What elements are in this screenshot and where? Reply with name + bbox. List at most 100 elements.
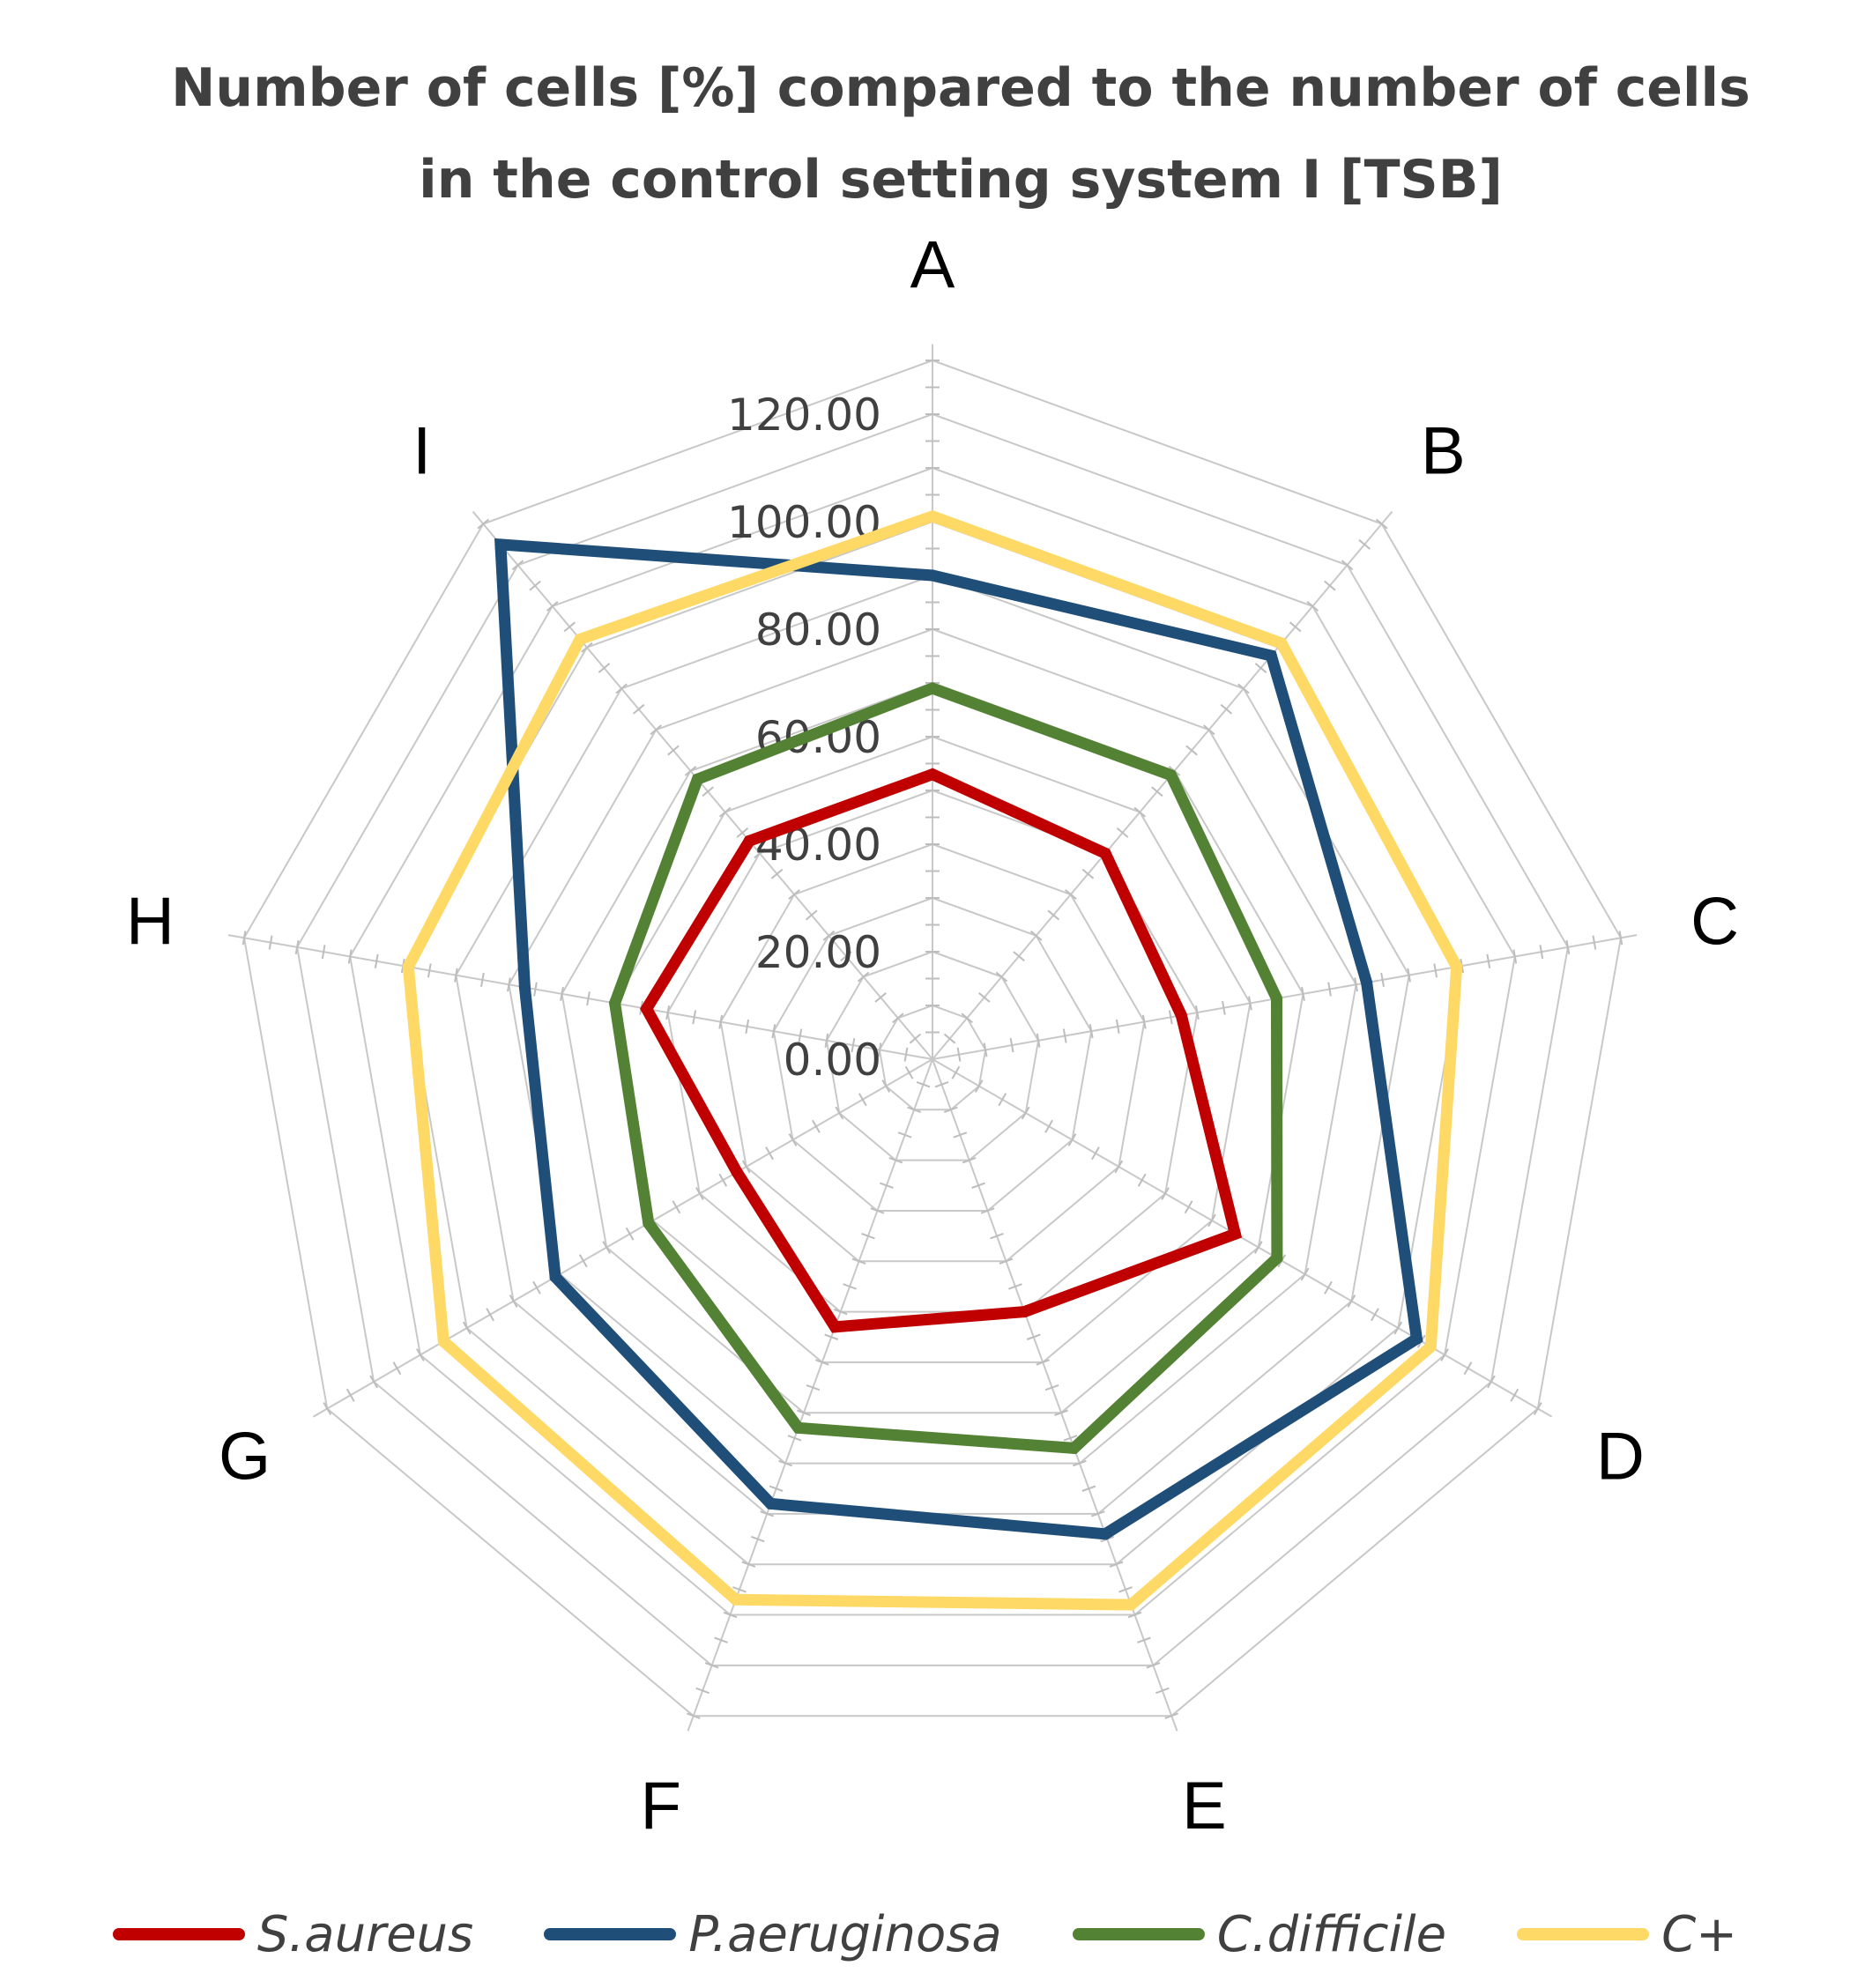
data-point-c-difficile-A <box>926 682 939 694</box>
axis-tick <box>1114 1160 1124 1174</box>
legend-swatch-c <box>1517 1928 1650 1940</box>
axis-tick <box>980 1207 995 1214</box>
axis-tick <box>1067 1133 1077 1146</box>
axis-tick <box>1044 1119 1053 1133</box>
axis-tick <box>533 982 538 997</box>
axis-spoke-E <box>932 1058 1178 1732</box>
grid-ring-10 <box>878 1004 987 1111</box>
series-line-c <box>402 509 1463 1611</box>
axis-tick <box>1115 1019 1120 1034</box>
axis-tick <box>684 766 697 776</box>
axis-tick <box>560 986 564 1001</box>
axis-tick <box>998 1093 1007 1107</box>
axis-tick <box>1021 1106 1030 1120</box>
axis-tick <box>625 1227 635 1241</box>
axis-tick <box>760 1510 775 1517</box>
axis-tick <box>788 889 800 900</box>
axis-tick <box>1081 1485 1096 1492</box>
axis-tick <box>1044 1383 1059 1391</box>
axis-tick <box>1306 601 1319 612</box>
axis-tick <box>806 1383 821 1391</box>
axis-tick <box>1063 1435 1078 1442</box>
axis-tick <box>546 601 559 612</box>
axis-tick <box>909 1033 922 1044</box>
data-point-c-F <box>730 1593 742 1606</box>
axis-tick <box>1146 1662 1161 1669</box>
axis-tick <box>787 1435 802 1442</box>
data-point-p-aeruginosa-H <box>518 981 531 993</box>
axis-tick <box>822 930 836 941</box>
data-point-c-difficile-B <box>1165 769 1177 782</box>
axis-tick <box>1512 949 1518 964</box>
axis-tick <box>888 1156 903 1164</box>
axis-tick <box>812 1119 821 1133</box>
grid-ring-20 <box>825 950 1040 1161</box>
axis-tick <box>741 1561 756 1568</box>
axis-tick <box>1088 1024 1094 1039</box>
axis-tick <box>369 1375 378 1389</box>
axis-tick <box>695 1187 704 1200</box>
data-point-p-aeruginosa-A <box>926 569 939 582</box>
axis-tick <box>797 1409 811 1416</box>
axis-tick <box>714 1636 728 1643</box>
data-point-p-aeruginosa-C <box>1361 976 1373 989</box>
axis-tick <box>1090 1510 1105 1517</box>
data-point-c-difficile-C <box>1271 992 1282 1005</box>
data-point-s-aureus-F <box>828 1321 841 1333</box>
axis-tick <box>1380 972 1385 987</box>
axis-tick <box>1141 1014 1147 1029</box>
axis-tick <box>1248 996 1252 1011</box>
axis-tick <box>1202 724 1215 736</box>
axis-tick <box>1371 1308 1379 1322</box>
axis-tick <box>268 935 273 950</box>
axis-tick <box>486 1308 494 1322</box>
axis-tick <box>1207 1213 1216 1228</box>
axis-tick <box>695 1687 710 1695</box>
axis-tick <box>1463 1361 1473 1376</box>
axis-tick <box>843 1283 857 1290</box>
radar-grid <box>242 359 1623 1717</box>
axis-tick <box>983 1042 988 1057</box>
legend-item-c-difficile: C.difficile <box>1072 1906 1446 1963</box>
axis-tick <box>892 1013 904 1024</box>
axis-tick <box>598 663 611 673</box>
axis-spoke-H <box>227 934 933 1060</box>
axis-tick <box>1407 968 1411 983</box>
axis-tick <box>1222 1000 1226 1015</box>
axis-tick <box>858 1093 867 1107</box>
axis-spoke-B <box>932 510 1393 1060</box>
data-point-c-E <box>1125 1599 1137 1611</box>
grid-ring-50 <box>666 789 1199 1313</box>
data-point-s-aureus-A <box>926 768 939 781</box>
data-point-s-aureus-C <box>1175 1009 1187 1021</box>
axis-tick <box>1164 1712 1179 1719</box>
legend-label-p-aeruginosa: P.aeruginosa <box>688 1905 1002 1963</box>
axis-tick <box>563 621 576 633</box>
axis-tick <box>877 1042 882 1057</box>
axis-spoke-D <box>932 1058 1553 1418</box>
axis-tick <box>1289 621 1302 633</box>
grid-ring-130 <box>242 359 1623 1717</box>
axis-tick <box>632 703 645 715</box>
axis-tick <box>788 1133 798 1146</box>
axis-tick <box>686 1712 701 1719</box>
axis-tick <box>1091 1146 1100 1161</box>
data-point-c-difficile-F <box>792 1421 805 1434</box>
axis-tick <box>824 1033 829 1048</box>
data-point-c-A <box>926 510 939 523</box>
axis-tick <box>1127 1611 1142 1619</box>
axis-tick <box>581 642 593 653</box>
axis-tick <box>974 1079 984 1093</box>
data-point-p-aeruginosa-E <box>1099 1528 1111 1540</box>
axis-tick <box>1358 538 1371 550</box>
data-point-c-difficile-E <box>1068 1442 1081 1454</box>
axis-tick <box>1081 868 1095 879</box>
data-point-p-aeruginosa-B <box>1265 649 1277 662</box>
axis-tick <box>903 1047 909 1062</box>
axis-tick <box>1354 977 1358 992</box>
category-label-E: E <box>1182 1769 1227 1843</box>
chart-title-line-1: Number of cells [%] compared to the numb… <box>171 57 1750 119</box>
axis-tick <box>241 931 247 946</box>
axis-tick <box>1341 560 1354 571</box>
